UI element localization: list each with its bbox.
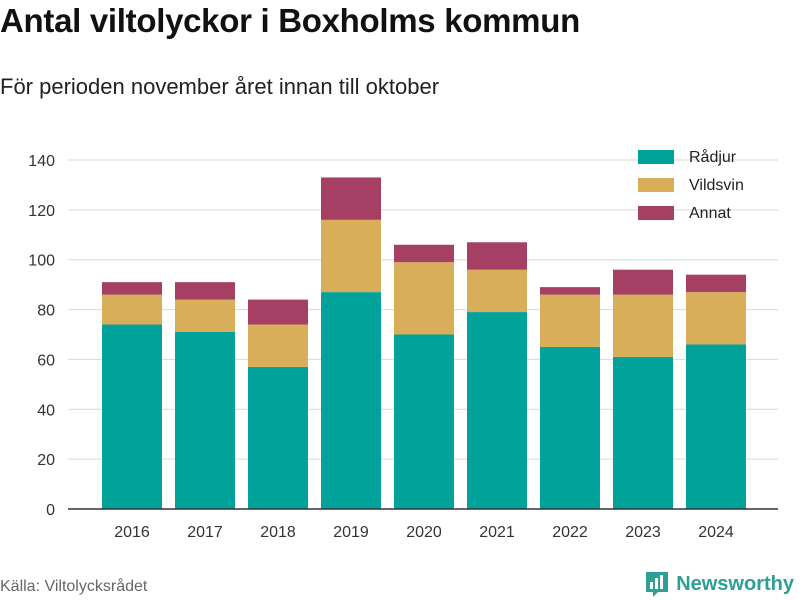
bar-annat [613, 269, 673, 295]
bar-annat [394, 244, 454, 263]
bar-rådjur [540, 346, 600, 509]
bar-vildsvin [467, 269, 527, 313]
bar-annat [467, 242, 527, 270]
legend-swatch [638, 206, 674, 220]
bar-vildsvin [394, 262, 454, 335]
stacked-bar-chart: 0 20 40 60 80 100 120 140 2016 2017 2018 2019 2020 20… [28, 148, 778, 541]
x-tick-label: 2024 [698, 524, 734, 541]
x-tick-label: 2019 [333, 524, 369, 541]
bar-vildsvin [102, 294, 162, 325]
brand-logo: Newsworthy [644, 570, 794, 598]
x-tick-label: 2022 [552, 524, 588, 541]
legend-swatch [638, 178, 674, 192]
y-tick-label: 80 [37, 303, 55, 320]
x-tick-label: 2021 [479, 524, 515, 541]
legend-swatch [638, 150, 674, 164]
bar-annat [321, 177, 381, 220]
source-note: Källa: Viltolycksrådet [0, 578, 148, 595]
bar-rådjur [613, 356, 673, 509]
bar-annat [686, 274, 746, 293]
bar-vildsvin [613, 294, 673, 357]
y-tick-label: 100 [28, 253, 55, 270]
bar-vildsvin [321, 219, 381, 293]
legend-label: Rådjur [689, 148, 737, 166]
y-tick-label: 0 [46, 502, 55, 519]
y-tick-label: 140 [28, 153, 55, 170]
bar-vildsvin [175, 299, 235, 333]
x-tick-label: 2020 [406, 524, 442, 541]
bar-rådjur [394, 334, 454, 509]
bar-vildsvin [248, 324, 308, 367]
y-tick-label: 60 [37, 352, 55, 369]
x-tick-label: 2017 [187, 524, 223, 541]
legend-label: Annat [689, 205, 731, 222]
chart-title: Antal viltolyckor i Boxholms kommun [0, 2, 580, 39]
bar-rådjur [175, 332, 235, 509]
chart-subtitle: För perioden november året innan till ok… [0, 74, 440, 99]
y-tick-label: 20 [37, 452, 55, 469]
y-tick-label: 120 [28, 203, 55, 220]
bar-rådjur [686, 344, 746, 509]
bar-rådjur [102, 324, 162, 509]
bar-chart-logo-icon [646, 572, 669, 597]
bar-annat [540, 287, 600, 295]
bar-annat [248, 299, 308, 325]
bar-vildsvin [686, 292, 746, 345]
legend-label: Vildsvin [689, 177, 744, 194]
brand-name: Newsworthy [676, 572, 794, 595]
x-tick-label: 2018 [260, 524, 296, 541]
x-tick-label: 2023 [625, 524, 661, 541]
x-tick-label: 2016 [114, 524, 150, 541]
bar-rådjur [321, 292, 381, 509]
bar-rådjur [467, 312, 527, 509]
bar-vildsvin [540, 294, 600, 347]
bar-annat [102, 282, 162, 295]
bar-annat [175, 282, 235, 300]
y-tick-label: 40 [37, 402, 55, 419]
bar-rådjur [248, 366, 308, 509]
